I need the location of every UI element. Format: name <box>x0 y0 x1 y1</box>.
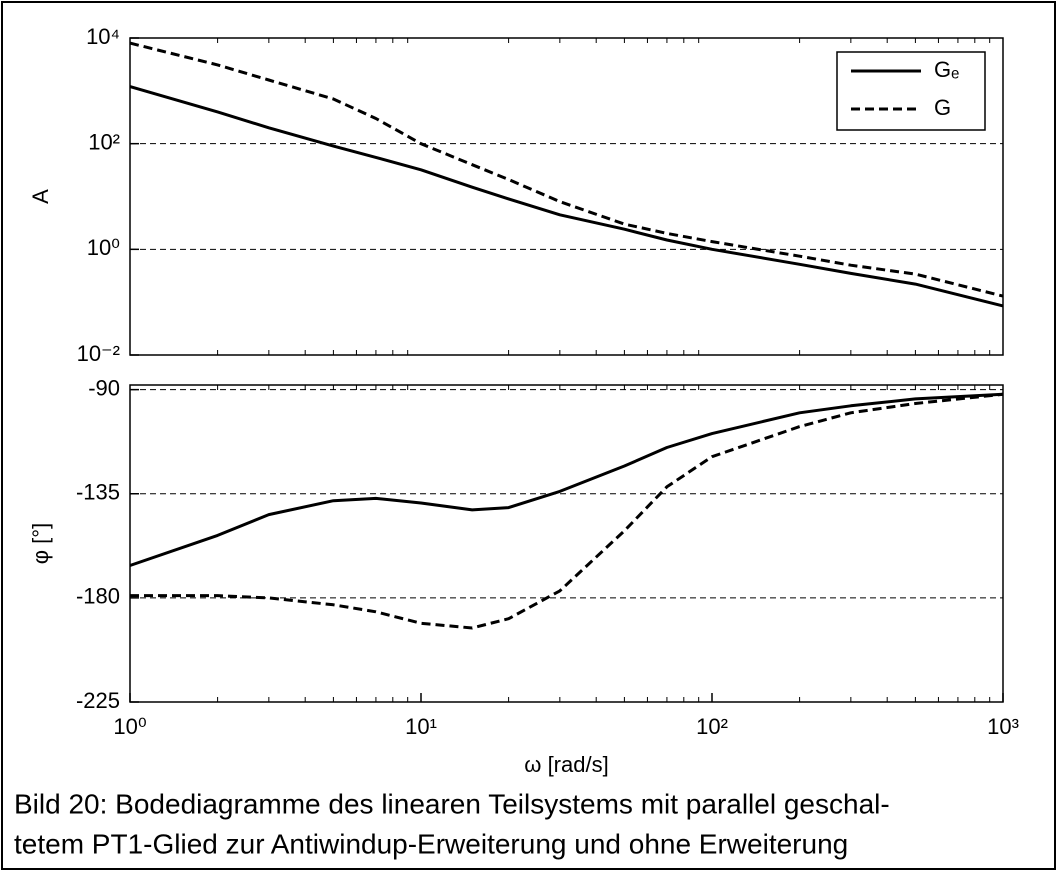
caption-line: Bild 20: Bodediagramme des linearen Teil… <box>14 788 890 819</box>
x-axis-label: ω [rad/s] <box>524 752 608 777</box>
series-line <box>129 85 1004 308</box>
axes-box <box>129 37 1004 356</box>
y-tick-label: 10² <box>88 129 120 154</box>
y-tick-label: -90 <box>88 375 120 400</box>
y-axis-label: A <box>28 189 53 204</box>
x-tick-label: 10¹ <box>405 714 437 739</box>
legend-label: Gₑ <box>934 57 959 82</box>
y-tick-label: -180 <box>76 584 120 609</box>
x-tick-label: 10³ <box>987 714 1019 739</box>
y-tick-label: 10⁴ <box>86 24 120 49</box>
y-axis-label: φ [°] <box>28 523 53 564</box>
series-line <box>129 41 1004 298</box>
y-tick-label: 10⁻² <box>77 341 120 366</box>
legend-box <box>836 51 986 131</box>
x-tick-label: 10² <box>696 714 728 739</box>
y-tick-label: 10⁰ <box>87 235 120 260</box>
series-line <box>129 392 1004 567</box>
y-tick-label: -225 <box>76 688 120 713</box>
legend-label: G <box>934 95 951 120</box>
caption-line: tetem PT1-Glied zur Antiwindup-Erweiteru… <box>14 828 848 859</box>
axes-box <box>129 384 1004 703</box>
plot-area <box>130 385 1003 702</box>
y-tick-label: -135 <box>76 480 120 505</box>
series-line <box>130 392 1004 630</box>
x-tick-label: 10⁰ <box>113 714 146 739</box>
